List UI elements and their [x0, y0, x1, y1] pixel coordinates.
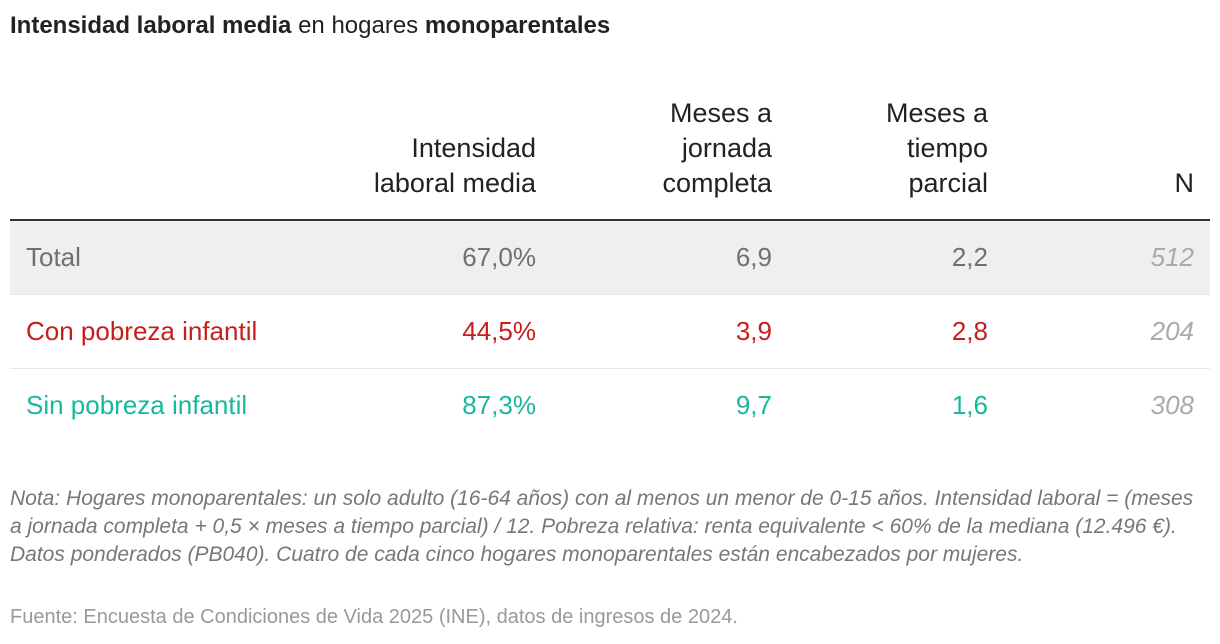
cell: 9,7	[735, 390, 772, 420]
row-label: Total	[10, 220, 326, 295]
cell-n: 308	[1150, 390, 1194, 420]
footnote: Nota: Hogares monoparentales: un solo ad…	[10, 487, 1194, 566]
cell: 44,5%	[326, 294, 552, 369]
cell: 6,9	[552, 220, 788, 295]
title-bold-2: monoparentales	[424, 12, 611, 39]
cell: 87,3%	[462, 390, 536, 420]
cell: 67,0%	[326, 220, 552, 295]
chart-title: Intensidad laboral media en hogares mono…	[10, 12, 610, 40]
header-row: Intensidad laboral media Meses a jornada…	[10, 96, 1210, 221]
header-tiempo-parcial: Meses a tiempo parcial	[788, 96, 1004, 221]
table-row: Total 67,0% 6,9 2,2 512	[10, 220, 1210, 295]
header-jornada-completa: Meses a jornada completa	[552, 96, 788, 221]
cell: 2,8	[788, 294, 1004, 369]
header-label	[10, 96, 326, 221]
cell-n: 204	[1004, 294, 1210, 369]
table-row: Con pobreza infantil 44,5% 3,9 2,8 204	[10, 294, 1210, 369]
cell: 1,6	[951, 390, 988, 420]
cell-n: 512	[1004, 220, 1210, 295]
header-intensidad: Intensidad laboral media	[326, 96, 552, 221]
cell: 3,9	[552, 294, 788, 369]
row-label: Con pobreza infantil	[10, 294, 326, 369]
data-table: Intensidad laboral media Meses a jornada…	[10, 96, 1210, 442]
table-row: Sin pobreza infantil 87,3% 9,7 1,6 308	[10, 369, 1210, 443]
source: Fuente: Encuesta de Condiciones de Vida …	[10, 606, 738, 628]
row-label: Sin pobreza infantil	[26, 390, 248, 420]
cell: 2,2	[788, 220, 1004, 295]
header-n: N	[1004, 96, 1210, 221]
title-bold-1: Intensidad laboral media	[10, 12, 292, 39]
title-mid: en hogares	[291, 12, 425, 39]
